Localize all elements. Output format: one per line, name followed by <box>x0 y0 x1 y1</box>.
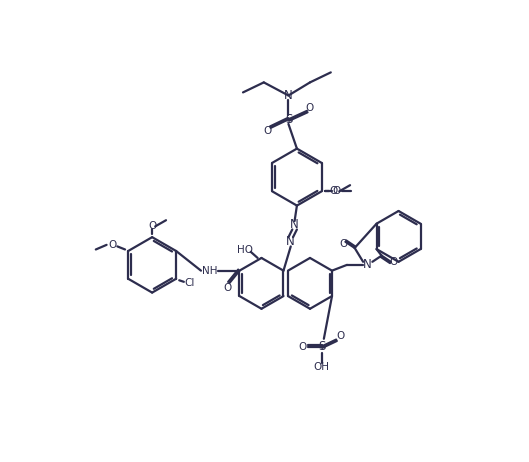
Text: O: O <box>306 103 314 113</box>
Text: O: O <box>336 332 345 341</box>
Text: O: O <box>148 221 156 231</box>
Text: S: S <box>318 340 325 353</box>
Text: N: N <box>286 235 295 248</box>
Text: Cl: Cl <box>185 278 195 287</box>
Text: OH: OH <box>314 362 330 372</box>
Text: HO: HO <box>236 245 252 255</box>
Text: S: S <box>285 113 292 126</box>
Text: O: O <box>263 126 272 136</box>
Text: N: N <box>284 89 293 102</box>
Text: O: O <box>339 239 347 249</box>
Text: N: N <box>363 258 372 271</box>
Text: NH: NH <box>203 266 218 276</box>
Text: O: O <box>333 186 341 196</box>
Text: O: O <box>298 341 306 352</box>
Text: N: N <box>290 219 299 231</box>
Text: O: O <box>330 186 338 196</box>
Text: O: O <box>389 257 397 267</box>
Text: O: O <box>108 240 117 250</box>
Text: O: O <box>224 283 232 292</box>
